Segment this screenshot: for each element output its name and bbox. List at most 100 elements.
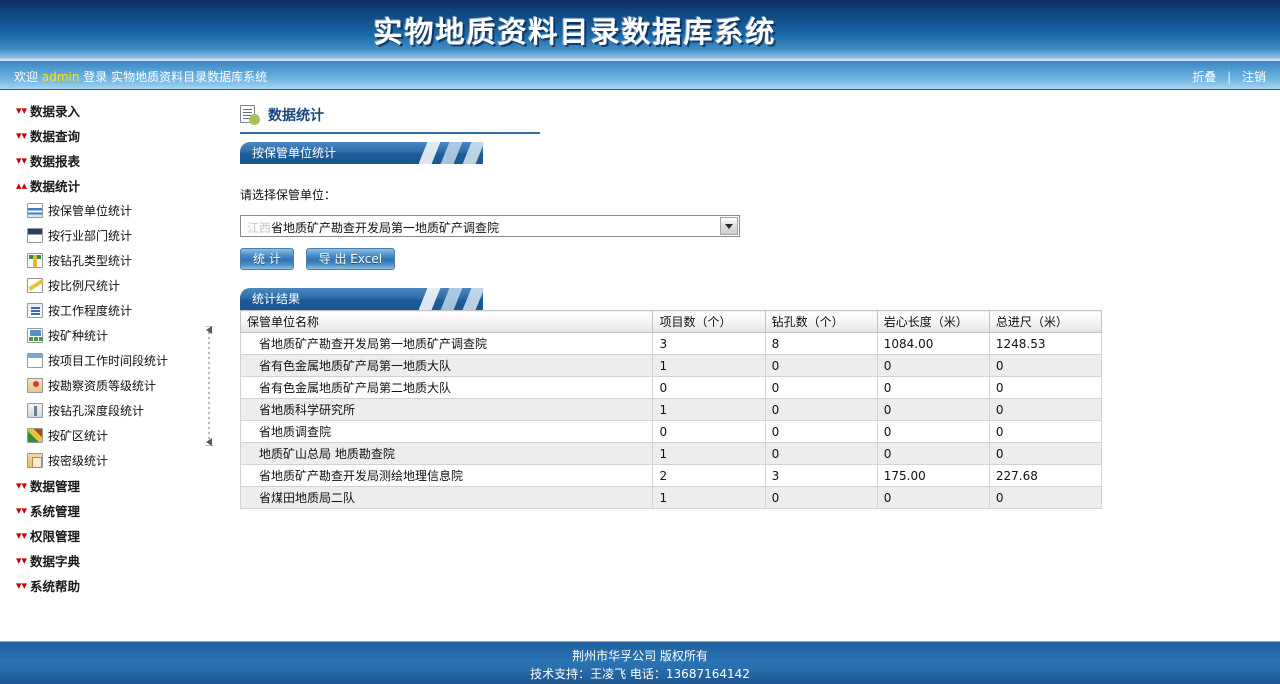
export-excel-button[interactable]: 导 出 Excel: [305, 248, 396, 270]
logout-link[interactable]: 注销: [1241, 70, 1266, 84]
cell-project-count: 2: [652, 464, 766, 487]
cell-project-count: 1: [652, 486, 766, 509]
ruler-pencil-icon: [27, 278, 43, 293]
chevron-down-icon[interactable]: [720, 217, 738, 235]
welcome-bar: 欢迎 admin 登录 实物地质资料目录数据库系统 折叠 | 注销: [0, 60, 1280, 90]
cell-custodian-name: 省有色金属地质矿产局第一地质大队: [239, 354, 654, 377]
sidebar-item-label: 按钻孔深度段统计: [48, 404, 145, 418]
chevron-up-icon: ▴▴: [16, 179, 28, 192]
sidebar-group-label: 数据录入: [30, 104, 81, 119]
sidebar-item-label: 按行业部门统计: [48, 229, 133, 243]
splitter-track: [208, 332, 210, 440]
tab-label: 统计结果: [252, 292, 301, 306]
sidebar-collapse-splitter[interactable]: [203, 326, 214, 446]
sidebar-item-by-mineral[interactable]: 按矿种统计: [0, 323, 196, 348]
sidebar-group-data-entry[interactable]: ▾▾ 数据录入: [0, 98, 196, 123]
sidebar-item-by-qualification[interactable]: 按勘察资质等级统计: [0, 373, 196, 398]
column-header-custodian-name: 保管单位名称: [239, 310, 654, 333]
statistics-table: 保管单位名称 项目数（个） 钻孔数（个） 岩心长度（米） 总进尺（米） 省地质矿…: [239, 310, 1103, 509]
cell-borehole-count: 0: [764, 486, 878, 509]
chevron-down-icon: ▾▾: [16, 479, 28, 492]
cell-custodian-name: 省煤田地质局二队: [239, 486, 654, 509]
cell-project-count: 0: [652, 420, 766, 443]
table-row[interactable]: 省地质矿产勘查开发局测绘地理信息院 2 3 175.00 227.68: [239, 464, 1103, 487]
sidebar-group-data-management[interactable]: ▾▾ 数据管理: [0, 473, 196, 498]
cell-project-count: 1: [652, 442, 766, 465]
document-icon: [240, 105, 260, 125]
chevron-down-icon: ▾▾: [16, 504, 28, 517]
sidebar-group-data-dictionary[interactable]: ▾▾ 数据字典: [0, 548, 196, 573]
table-header-row: 保管单位名称 项目数（个） 钻孔数（个） 岩心长度（米） 总进尺（米）: [239, 310, 1103, 333]
cell-borehole-count: 0: [764, 442, 878, 465]
table-row[interactable]: 省地质调查院 0 0 0 0: [239, 420, 1103, 443]
cell-total-depth: 0: [988, 354, 1103, 377]
table-row[interactable]: 省有色金属地质矿产局第一地质大队 1 0 0 0: [239, 354, 1103, 377]
collapse-left-arrow-icon[interactable]: [205, 438, 212, 446]
column-header-borehole-count: 钻孔数（个）: [764, 310, 878, 333]
cell-project-count: 1: [652, 354, 766, 377]
app-title: 实物地质资料目录数据库系统: [373, 15, 777, 49]
sidebar-item-by-mining-area[interactable]: 按矿区统计: [0, 423, 196, 448]
sidebar-item-by-project-period[interactable]: 按项目工作时间段统计: [0, 348, 196, 373]
chevron-down-icon: ▾▾: [16, 104, 28, 117]
sidebar-group-data-report[interactable]: ▾▾ 数据报表: [0, 148, 196, 173]
result-section: 统计结果 保管单位名称 项目数（个） 钻孔数（个） 岩心长度（米） 总进尺（米）: [239, 288, 1280, 509]
footer-copyright: 荆州市华孚公司 版权所有: [572, 649, 708, 663]
statistics-button[interactable]: 统 计: [240, 248, 294, 270]
sidebar-group-data-query[interactable]: ▾▾ 数据查询: [0, 123, 196, 148]
sidebar-group-data-statistics[interactable]: ▴▴ 数据统计: [0, 173, 196, 198]
cell-core-length: 0: [876, 398, 990, 421]
welcome-message: 欢迎 admin 登录 实物地质资料目录数据库系统: [14, 68, 267, 85]
collapse-left-arrow-icon[interactable]: [205, 326, 212, 334]
custodian-select-value-prefix: 江西: [247, 221, 272, 235]
drill-icon: [27, 253, 43, 268]
sidebar-item-by-custodian[interactable]: 按保管单位统计: [0, 198, 196, 223]
tab-stripes-decoration: [419, 142, 501, 164]
sidebar-item-by-scale[interactable]: 按比例尺统计: [0, 273, 196, 298]
sidebar-item-by-secrecy-level[interactable]: 按密级统计: [0, 448, 196, 473]
cell-borehole-count: 3: [764, 464, 878, 487]
window-icon: [27, 228, 43, 243]
cell-core-length: 0: [876, 354, 990, 377]
cell-total-depth: 0: [988, 486, 1103, 509]
chevron-down-icon: ▾▾: [16, 579, 28, 592]
sidebar-item-label: 按比例尺统计: [48, 279, 121, 293]
tab-statistics-result[interactable]: 统计结果: [240, 288, 501, 310]
sidebar-item-by-borehole-type[interactable]: 按钻孔类型统计: [0, 248, 196, 273]
sidebar-item-label: 按项目工作时间段统计: [48, 354, 169, 368]
sidebar-group-system-help[interactable]: ▾▾ 系统帮助: [0, 573, 196, 598]
cell-borehole-count: 0: [764, 354, 878, 377]
sidebar-item-by-depth-range[interactable]: 按钻孔深度段统计: [0, 398, 196, 423]
sidebar-group-permission-management[interactable]: ▾▾ 权限管理: [0, 523, 196, 548]
cell-core-length: 0: [876, 442, 990, 465]
cell-core-length: 0: [876, 486, 990, 509]
app-banner: 实物地质资料目录数据库系统: [0, 0, 1280, 60]
cell-custodian-name: 地质矿山总局 地质勘查院: [239, 442, 654, 465]
cell-core-length: 175.00: [876, 464, 990, 487]
table-row[interactable]: 省地质矿产勘查开发局第一地质矿产调查院 3 8 1084.00 1248.53: [239, 332, 1103, 355]
cell-project-count: 0: [652, 376, 766, 399]
action-button-row: 统 计 导 出 Excel: [240, 248, 1280, 270]
medal-icon: [27, 378, 43, 393]
tab-by-custodian[interactable]: 按保管单位统计: [240, 142, 501, 164]
table-row[interactable]: 省有色金属地质矿产局第二地质大队 0 0 0 0: [239, 376, 1103, 399]
cell-borehole-count: 0: [764, 398, 878, 421]
sidebar-item-by-work-degree[interactable]: 按工作程度统计: [0, 298, 196, 323]
custodian-select-value-text: 省地质矿产勘查开发局第一地质矿产调查院: [271, 221, 500, 235]
cell-custodian-name: 省地质科学研究所: [239, 398, 654, 421]
cell-total-depth: 0: [988, 442, 1103, 465]
table-row[interactable]: 地质矿山总局 地质勘查院 1 0 0 0: [239, 442, 1103, 465]
title-divider: [240, 132, 540, 134]
table-row[interactable]: 省煤田地质局二队 1 0 0 0: [239, 486, 1103, 509]
custodian-select[interactable]: 江西省地质矿产勘查开发局第一地质矿产调查院: [240, 215, 740, 237]
bar-chart-icon: [27, 203, 43, 218]
cell-total-depth: 227.68: [988, 464, 1103, 487]
sidebar-group-label: 数据查询: [30, 129, 81, 144]
calendar-icon: [27, 353, 43, 368]
collapse-link[interactable]: 折叠: [1192, 70, 1217, 84]
footer-support: 技术支持：王凌飞 电话：13687164142: [530, 667, 750, 681]
sidebar-group-system-management[interactable]: ▾▾ 系统管理: [0, 498, 196, 523]
table-row[interactable]: 省地质科学研究所 1 0 0 0: [239, 398, 1103, 421]
sidebar-item-by-industry[interactable]: 按行业部门统计: [0, 223, 196, 248]
chevron-down-icon: ▾▾: [16, 529, 28, 542]
